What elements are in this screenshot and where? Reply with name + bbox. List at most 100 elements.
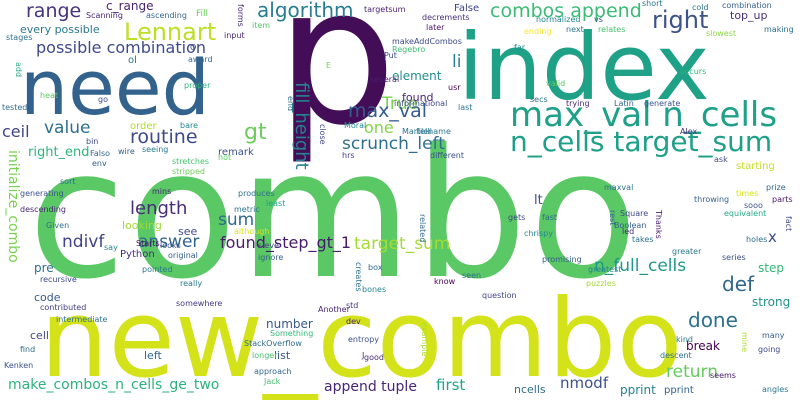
cloud-word: question [482, 291, 517, 300]
cloud-word: initialize_combo [5, 150, 21, 263]
cloud-word: chrispy [524, 229, 553, 238]
cloud-word: append tuple [324, 379, 417, 395]
cloud-word: descending [20, 205, 67, 214]
cloud-word: Starts [136, 239, 160, 248]
cloud-word: sort [60, 177, 76, 186]
cloud-word: range [26, 0, 82, 22]
cloud-word: Falso [90, 149, 111, 158]
cloud-word: going [758, 345, 781, 354]
cloud-word: approach [254, 367, 292, 376]
cloud-word: top_up [730, 9, 768, 22]
cloud-word: p [276, 0, 397, 167]
cloud-word: stages [6, 33, 33, 42]
cloud-word: mins [152, 187, 172, 196]
cloud-word: really [180, 279, 203, 288]
cloud-word: several [370, 75, 400, 84]
cloud-word: decrements [422, 13, 470, 22]
cloud-word: generate [644, 99, 681, 108]
cloud-word: Another [318, 305, 350, 314]
cloud-word: element [392, 69, 442, 83]
cloud-word: stretches [172, 157, 210, 166]
cloud-word: possible combination [36, 38, 206, 57]
cloud-word: False [454, 3, 480, 14]
cloud-word: descent [660, 351, 692, 360]
cloud-word: series [722, 253, 746, 262]
cloud-word: ol [128, 55, 137, 66]
cloud-word: making [764, 25, 794, 34]
cloud-word: original [168, 251, 198, 260]
cloud-word: answer [138, 232, 200, 252]
cloud-word: maxval [604, 183, 634, 192]
cloud-word: usr [448, 83, 461, 92]
cloud-word: relates [598, 25, 626, 34]
cloud-word: fact [784, 216, 793, 232]
cloud-word: order [130, 121, 157, 132]
cloud-word: normalized [536, 15, 581, 24]
cloud-word: return [666, 362, 718, 382]
cloud-word: Given [46, 221, 70, 230]
cloud-word: starting [736, 161, 775, 172]
cloud-word: ceil [2, 122, 30, 141]
cloud-word: filename [416, 127, 451, 136]
cloud-word: li [452, 52, 462, 72]
cloud-word: Fill [196, 9, 209, 19]
cloud-word: Martelli [402, 127, 432, 136]
cloud-word: hot [218, 153, 232, 162]
cloud-word: ascending [146, 11, 187, 20]
cloud-word: bin [86, 137, 99, 146]
cloud-word: go [98, 95, 108, 104]
cloud-word: dev [346, 317, 361, 326]
cloud-word: Lennart [124, 18, 217, 46]
cloud-word: combo [28, 111, 641, 318]
cloud-word: Alex [680, 127, 698, 136]
cloud-word: next [566, 25, 584, 34]
cloud-word: n_cells target_sum [510, 125, 773, 158]
cloud-word: greater [672, 247, 702, 256]
cloud-word: looks [160, 241, 181, 250]
cloud-word: right_end [28, 145, 90, 160]
cloud-word: looking [122, 219, 162, 232]
cloud-word: say [104, 243, 118, 252]
cloud-word: O [190, 43, 197, 52]
cloud-word: Kenken [4, 361, 34, 370]
cloud-word: award [188, 55, 213, 64]
cloud-word: metric [234, 205, 260, 214]
cloud-word: targetsum [364, 5, 406, 14]
cloud-word: occurs [680, 67, 707, 76]
cloud-word: sieve [258, 241, 279, 250]
cloud-word: cell [30, 329, 49, 342]
cloud-word: slowest [706, 29, 737, 38]
cloud-word: nmodf [560, 374, 609, 392]
cloud-word: length [130, 198, 188, 219]
cloud-word: holes [746, 235, 768, 244]
cloud-word: valid [546, 79, 566, 88]
cloud-word: index [458, 14, 710, 121]
cloud-word: break [686, 339, 720, 353]
cloud-word: code [34, 291, 61, 304]
cloud-word: kind [676, 335, 694, 344]
cloud-word: entropy [348, 335, 379, 344]
cloud-word: greatest [588, 265, 622, 274]
cloud-word: short [642, 0, 663, 8]
cloud-word: longer [252, 351, 278, 360]
cloud-word: prize [766, 183, 786, 192]
cloud-word: produces [238, 189, 275, 198]
cloud-word: done [688, 308, 738, 332]
cloud-word: make_combos_n_cells_ge_two [8, 377, 220, 393]
cloud-word: bones [362, 285, 387, 294]
cloud-word: Something [270, 329, 314, 338]
cloud-word: value [44, 118, 91, 138]
cloud-word: sooo [744, 201, 763, 210]
cloud-word: least [266, 199, 286, 208]
cloud-word: ask [714, 155, 728, 164]
cloud-word: max_val n_cells [510, 95, 778, 135]
cloud-word: led [622, 227, 635, 236]
cloud-word: tested [2, 103, 28, 112]
cloud-word: Scanning [86, 11, 123, 20]
cloud-word: remark [218, 147, 254, 158]
cloud-word: end [286, 96, 295, 112]
cloud-word: proper [184, 81, 211, 90]
cloud-word: Python [120, 249, 155, 260]
cloud-word: takes [632, 235, 654, 244]
cloud-word: Thanks [654, 210, 663, 239]
